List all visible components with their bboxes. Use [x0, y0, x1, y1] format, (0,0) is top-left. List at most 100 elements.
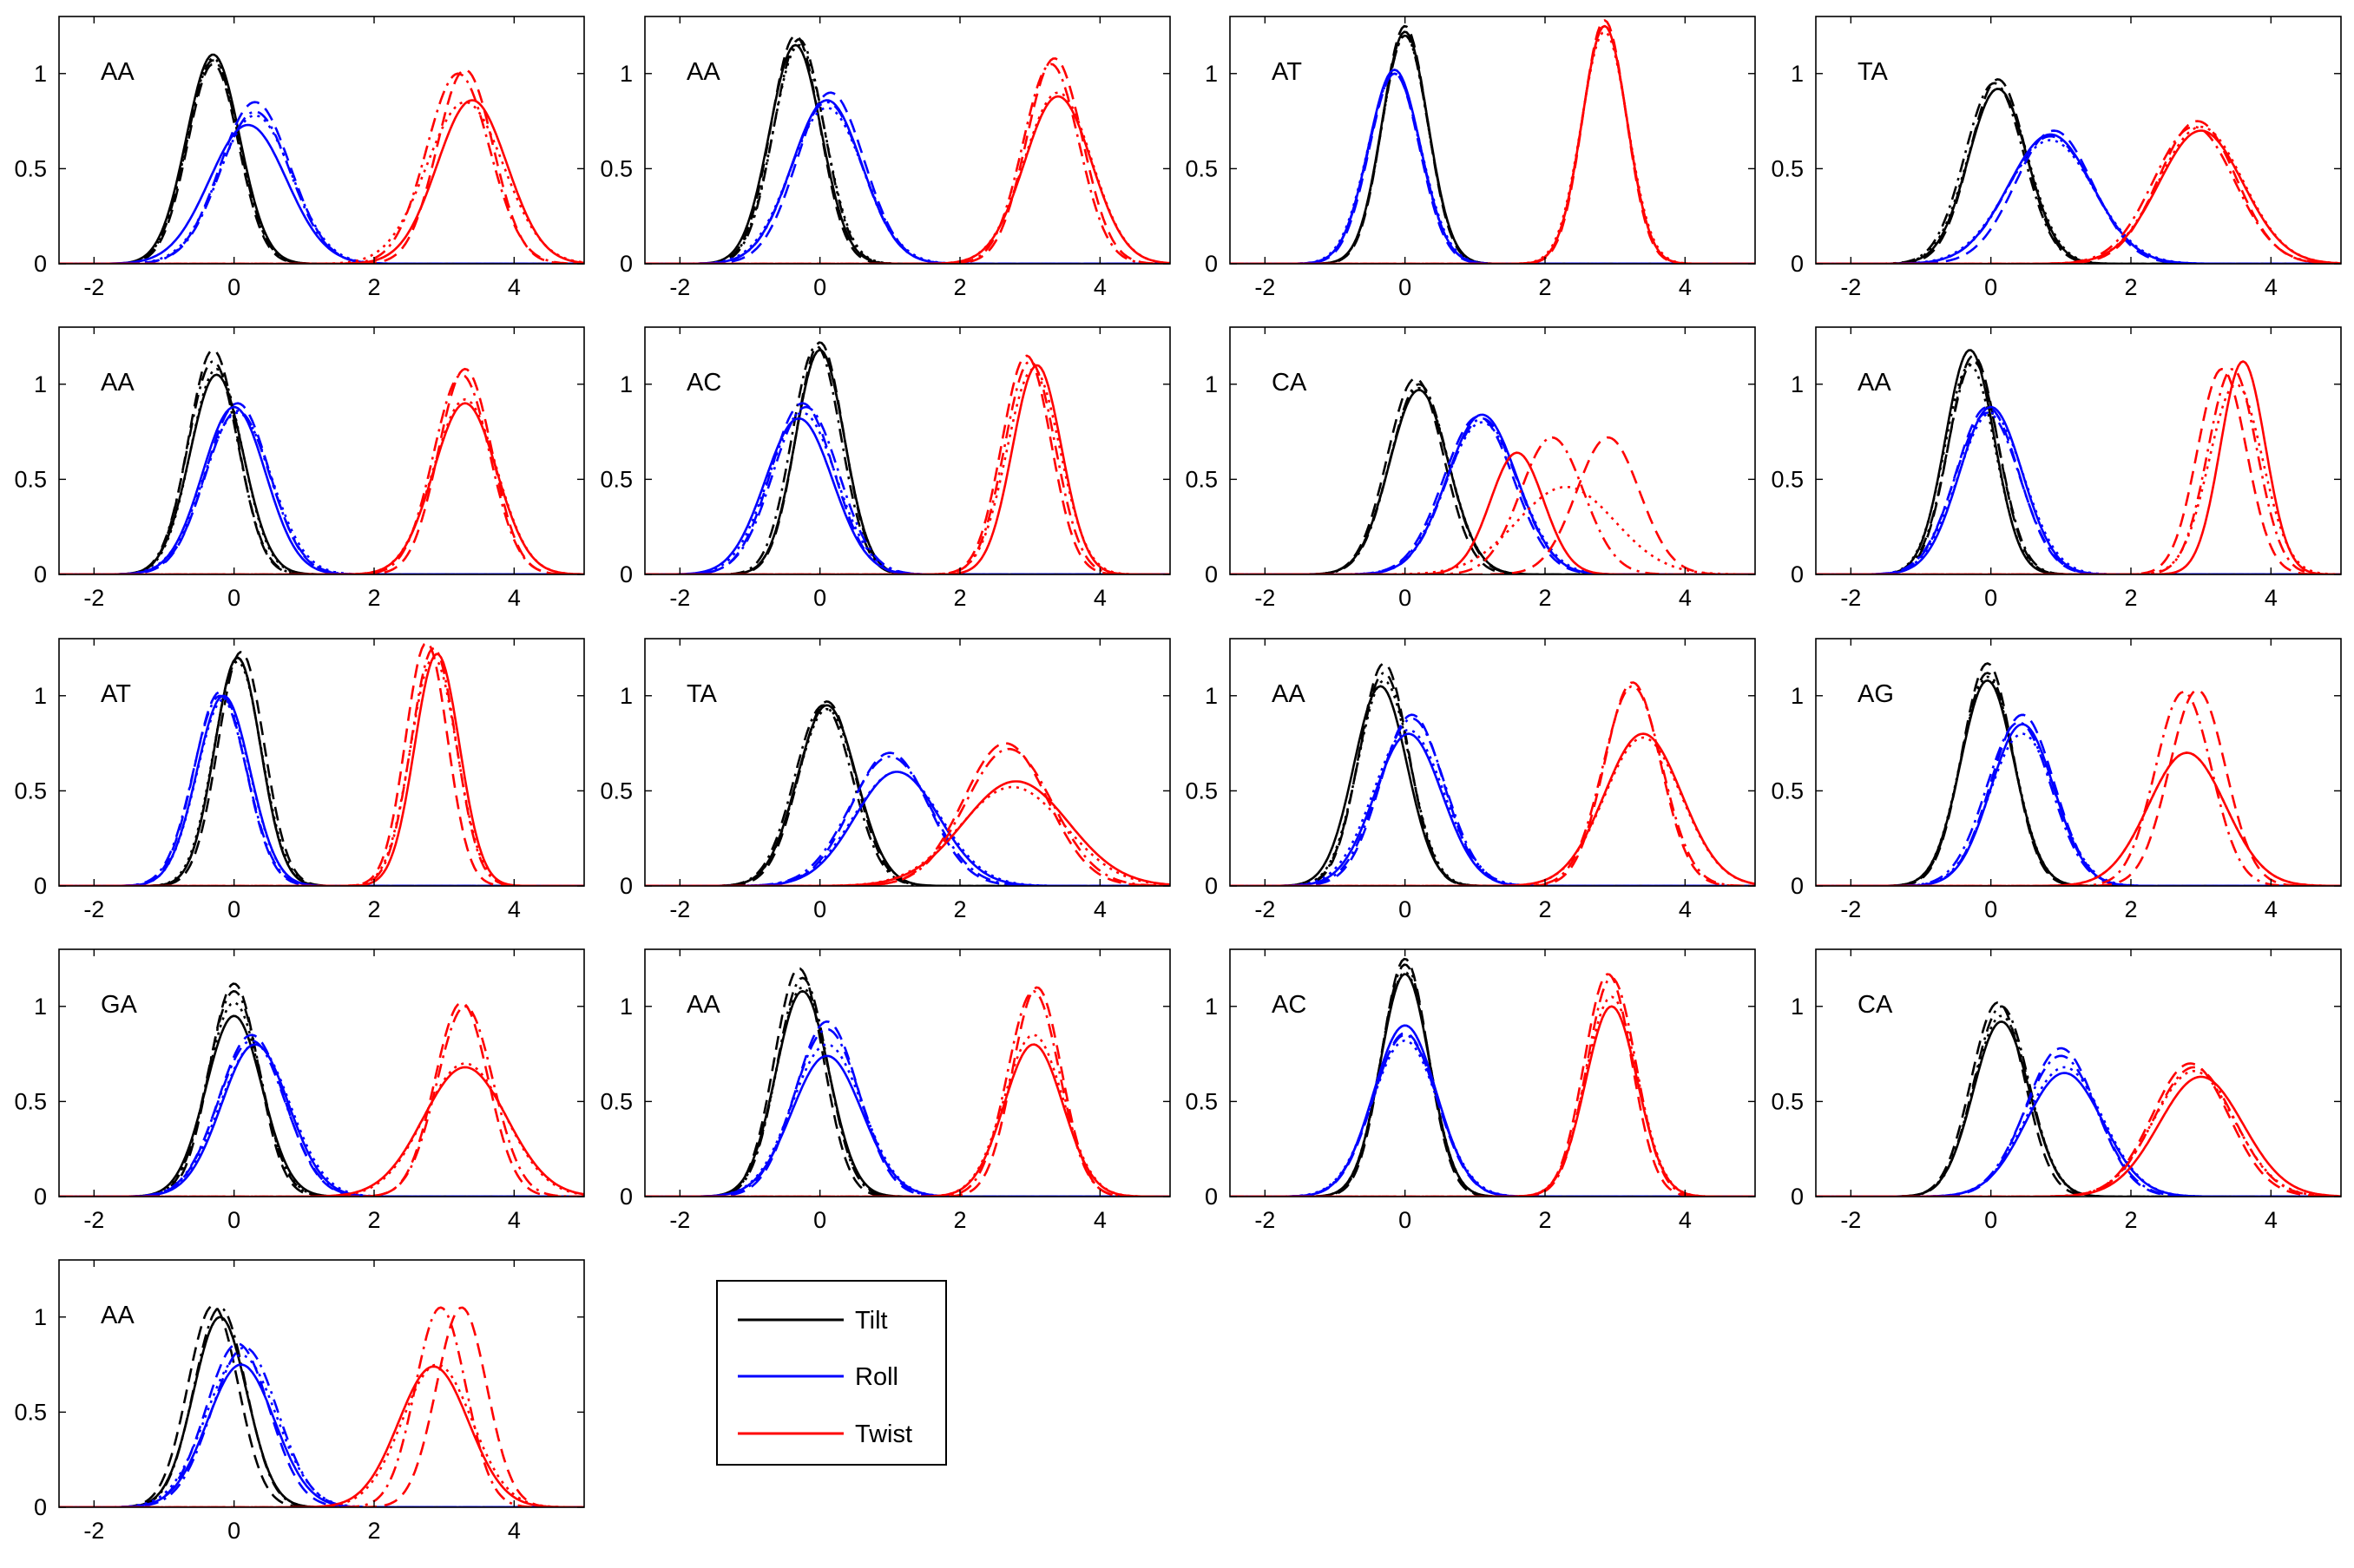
- panel-label: AA: [1272, 680, 1305, 708]
- x-tick-label: 2: [2124, 585, 2137, 611]
- x-tick-label: 0: [1398, 1207, 1411, 1233]
- x-tick-label: 4: [1094, 896, 1107, 922]
- panel-12: -2 0 2 4 0 0.5 1 AG: [1771, 638, 2342, 922]
- x-tick-label: -2: [1840, 585, 1861, 611]
- twist-curve-dash-dot: [1816, 368, 2341, 574]
- x-tick-label: -2: [1254, 274, 1275, 300]
- x-tick-label: 4: [1094, 1207, 1107, 1233]
- y-tick-label: 1: [34, 1304, 47, 1330]
- twist-curve-solid: [1816, 751, 2341, 886]
- x-tick-label: -2: [1254, 1207, 1275, 1233]
- plot-area: [1230, 949, 1755, 1197]
- y-tick-label: 1: [1791, 994, 1804, 1020]
- plot-area: [1816, 16, 2341, 264]
- y-tick-label: 1: [620, 371, 633, 397]
- twist-curve-dash-dot: [1230, 976, 1755, 1197]
- y-tick-label: 0: [34, 251, 47, 277]
- axes-frame: [644, 638, 1171, 887]
- y-tick-label: 1: [1205, 683, 1218, 709]
- x-tick-label: 4: [1679, 274, 1692, 300]
- twist-curve-dash-dot: [59, 1306, 584, 1507]
- x-tick-label: -2: [83, 585, 104, 611]
- tilt-curve-dash-dot: [59, 360, 584, 574]
- plot-area: [1816, 327, 2341, 574]
- plot-area: [1230, 327, 1755, 574]
- y-tick-label: 0.5: [1771, 466, 1804, 492]
- x-tick-label: -2: [669, 1207, 690, 1233]
- roll-curve-dotted: [59, 1354, 584, 1507]
- y-tick-label: 0: [1791, 251, 1804, 277]
- panel-label: AA: [1858, 369, 1891, 397]
- tilt-curve-dashed: [645, 34, 1170, 264]
- y-tick-label: 1: [620, 994, 633, 1020]
- roll-curve-dotted: [645, 107, 1170, 264]
- roll-curve-dotted: [59, 411, 584, 574]
- panel-label: CA: [1858, 991, 1893, 1019]
- panel-label: AA: [687, 991, 720, 1019]
- roll-curve-dash-dot: [645, 405, 1170, 574]
- y-tick-label: 0.5: [600, 1088, 633, 1114]
- x-tick-label: 4: [508, 896, 521, 922]
- legend-twist-label: Twist: [855, 1420, 912, 1448]
- twist-curve-dashed: [59, 1306, 584, 1507]
- plot-area: [1230, 16, 1755, 264]
- panel-label: AC: [1272, 991, 1306, 1019]
- tilt-curve-solid: [1230, 685, 1755, 886]
- x-tick-label: -2: [83, 896, 104, 922]
- panel-8: -2 0 2 4 0 0.5 1 AA: [1771, 326, 2342, 611]
- legend-roll-label: Roll: [855, 1363, 898, 1391]
- x-tick-label: -2: [1840, 896, 1861, 922]
- y-tick-label: 0: [1205, 1184, 1218, 1210]
- x-tick-label: 0: [1984, 585, 1997, 611]
- tilt-curve-solid: [645, 43, 1170, 264]
- twist-curve-dash-dot: [59, 1005, 584, 1197]
- panel-2: -2 0 2 4 0 0.5 1 AA: [600, 16, 1171, 300]
- roll-curve-dotted: [1230, 728, 1755, 886]
- y-tick-label: 0.5: [600, 155, 633, 181]
- x-tick-label: -2: [83, 1518, 104, 1544]
- x-tick-label: 2: [1538, 1207, 1551, 1233]
- panel-label: AT: [1272, 58, 1302, 86]
- x-tick-label: 2: [367, 1518, 380, 1544]
- x-tick-label: 4: [1679, 585, 1692, 611]
- plot-area: [1816, 639, 2341, 886]
- twist-curve-dashed: [1230, 973, 1755, 1197]
- y-tick-label: 1: [1205, 371, 1218, 397]
- twist-curve-dotted: [1230, 736, 1755, 886]
- tilt-curve-dash-dot: [59, 59, 584, 264]
- roll-curve-solid: [1816, 1072, 2341, 1197]
- axes-frame: [1815, 948, 2342, 1197]
- panel-16: -2 0 2 4 0 0.5 1 CA: [1771, 948, 2342, 1233]
- y-tick-label: 1: [1791, 683, 1804, 709]
- roll-curve-dashed: [1816, 1046, 2341, 1197]
- y-tick-label: 0.5: [14, 155, 47, 181]
- plot-area: [59, 639, 584, 886]
- legend: Tilt Roll Twist: [716, 1280, 947, 1466]
- x-tick-label: -2: [669, 896, 690, 922]
- twist-curve-dashed: [1230, 681, 1755, 886]
- roll-curve-dash-dot: [1230, 717, 1755, 886]
- x-tick-label: 0: [227, 274, 240, 300]
- x-tick-label: 4: [1094, 585, 1107, 611]
- panel-1: -2 0 2 4 0 0.5 1 AA: [14, 16, 585, 300]
- axes-frame: [58, 326, 585, 575]
- x-tick-label: 2: [367, 274, 380, 300]
- panel-6: -2 0 2 4 0 0.5 1 AC: [600, 326, 1171, 611]
- y-tick-label: 1: [34, 994, 47, 1020]
- curves: [1816, 349, 2341, 574]
- panel-label: AG: [1858, 680, 1894, 708]
- y-tick-label: 0: [1791, 561, 1804, 587]
- plot-area: [645, 327, 1170, 574]
- twist-curve-dotted: [645, 368, 1170, 574]
- y-tick-label: 0: [1791, 873, 1804, 899]
- twist-curve-dash-dot: [1816, 125, 2341, 264]
- x-tick-label: 4: [1094, 274, 1107, 300]
- x-tick-label: 2: [2124, 274, 2137, 300]
- plot-area: [1230, 639, 1755, 886]
- panel-15: -2 0 2 4 0 0.5 1 AC: [1185, 948, 1756, 1233]
- twist-curve-dotted: [1816, 125, 2341, 264]
- x-tick-label: 2: [367, 896, 380, 922]
- twist-curve-dash-dot: [1816, 1066, 2341, 1197]
- panel-label: AC: [687, 369, 721, 397]
- y-tick-label: 0.5: [1185, 777, 1218, 804]
